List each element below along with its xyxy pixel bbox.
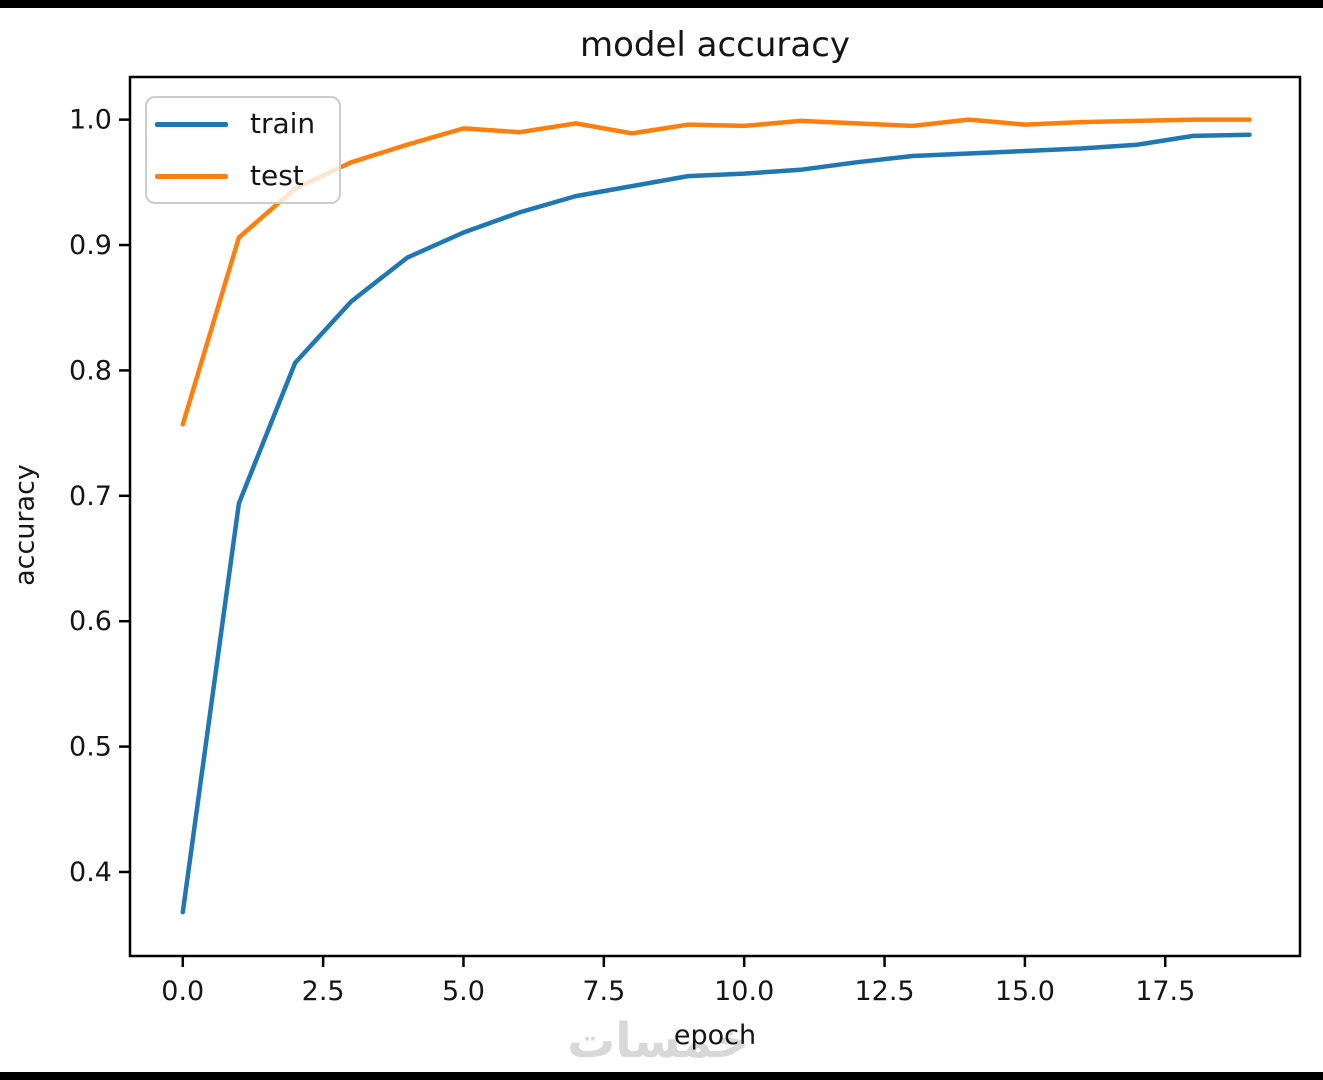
legend: train test (145, 96, 341, 204)
x-axis-label: epoch (673, 1020, 757, 1051)
x-tick-label: 7.5 (582, 976, 625, 1007)
y-tick-label: 0.6 (69, 606, 112, 637)
x-tick-label: 2.5 (302, 976, 345, 1007)
x-tick-label: 0.0 (161, 976, 204, 1007)
y-axis-label: accuracy (9, 464, 41, 586)
x-tick-label: 10.0 (714, 976, 774, 1007)
train-line-swatch (155, 121, 228, 127)
test-line (180, 117, 1252, 427)
x-tick-label: 5.0 (442, 976, 485, 1007)
train-line (180, 132, 1252, 915)
top-border-bar (0, 0, 1323, 8)
x-tick-label: 17.5 (1135, 976, 1195, 1007)
watermark: خمسات (567, 1013, 749, 1069)
y-tick-label: 0.8 (69, 355, 112, 386)
legend-label-train: train (250, 107, 316, 140)
test-line-swatch (155, 173, 228, 179)
x-tick-label: 15.0 (995, 976, 1055, 1007)
y-tick-label: 1.0 (69, 105, 112, 136)
axes-spines (128, 75, 1302, 958)
y-tick-label: 0.4 (69, 857, 112, 888)
legend-label-test: test (250, 159, 304, 192)
legend-item-test: test (147, 151, 339, 201)
bottom-border-bar (0, 1072, 1323, 1080)
y-tick-label: 0.5 (69, 732, 112, 763)
y-tick-label: 0.9 (69, 230, 112, 261)
legend-item-train: train (147, 99, 339, 149)
chart-title: model accuracy (579, 25, 851, 65)
x-tick-label: 12.5 (854, 976, 914, 1007)
y-tick-label: 0.7 (69, 481, 112, 512)
